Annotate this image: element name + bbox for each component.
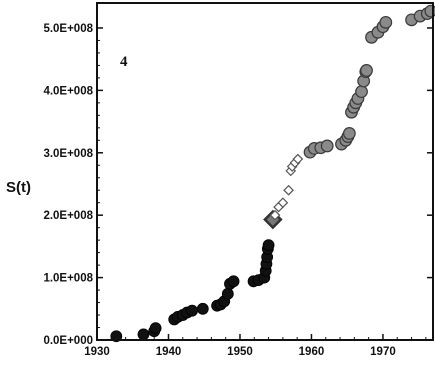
y-tick-label: 4.0E+008 (43, 85, 93, 97)
data-point (355, 85, 368, 99)
y-tick-label: 1.0E+008 (43, 273, 93, 285)
y-axis: 0.0E+000 1.0E+008 2.0E+008 3.0E+008 4.0E+008… (43, 23, 433, 347)
x-tick-label: 1930 (84, 346, 110, 358)
data-point (221, 287, 234, 300)
data-point (292, 153, 304, 165)
panel-label: 4 (120, 54, 128, 70)
data-point (360, 63, 373, 77)
y-axis-title: S(t) (6, 179, 31, 196)
data-point (262, 239, 275, 252)
data-point (149, 322, 162, 335)
data-point (283, 184, 294, 196)
data-point (186, 304, 198, 317)
y-tick-label: 5.0E+008 (43, 23, 93, 35)
x-axis: 1930 1940 1950 1960 1970 (84, 334, 427, 358)
data-point (196, 302, 209, 315)
x-tick-label: 1970 (370, 346, 396, 358)
x-tick-label: 1960 (299, 346, 325, 358)
data-point (227, 275, 240, 288)
data-point (320, 139, 334, 153)
data-point (342, 127, 356, 140)
plot-frame (96, 2, 434, 341)
y-tick-label: 0.0E+000 (43, 335, 93, 347)
x-tick-label: 1940 (156, 346, 182, 358)
data-marks (110, 4, 435, 343)
x-tick-label: 1950 (227, 346, 253, 358)
data-point (379, 15, 393, 29)
y-tick-label: 3.0E+008 (43, 148, 93, 160)
data-point (277, 197, 289, 209)
y-tick-label: 2.0E+008 (43, 210, 93, 222)
data-point (269, 209, 281, 221)
